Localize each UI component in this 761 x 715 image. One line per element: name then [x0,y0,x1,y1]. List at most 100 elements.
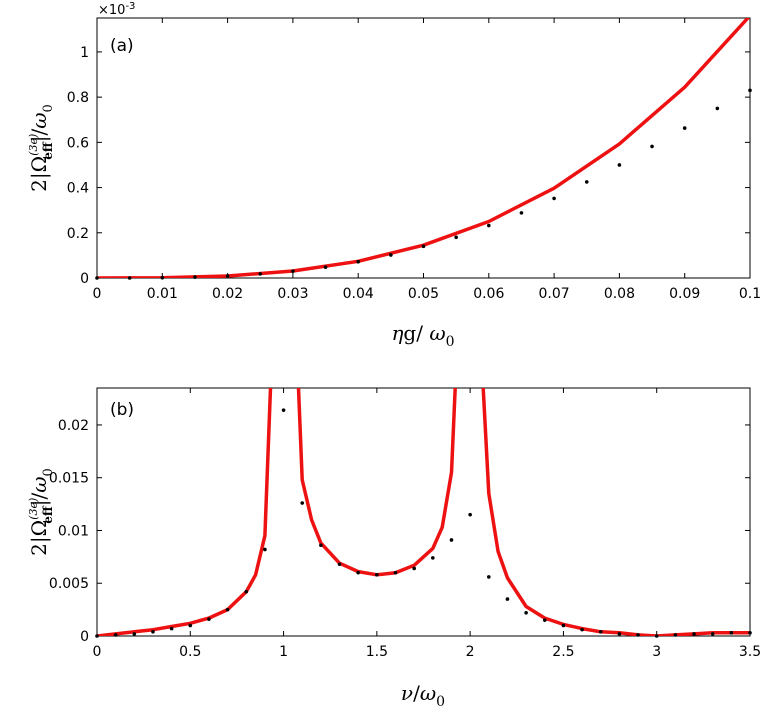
panel-b-data-point [132,632,137,636]
panel-a-data-point [356,259,361,264]
panel-b-data-point [113,633,118,637]
panel-a-data-point [193,275,197,279]
panel-b-data-point [207,617,211,621]
panel-b-data-point [580,627,584,632]
panel-a-data-point [682,126,687,130]
panel-a-x-tick-label: 0.1 [739,286,761,302]
panel-a-data-point [323,265,328,269]
panel-a-x-tick-label: 0.03 [277,286,308,302]
panel-a-x-tick-label: 0.05 [408,286,439,302]
panel-b-data-point [561,623,566,628]
panel-b-data-point [188,623,193,628]
panel-a-series [95,18,752,280]
panel-a-data-point [95,276,99,280]
panel-a-data-point [389,253,393,257]
panel-b-y-tick-label: 0.01 [58,523,89,539]
panel-b-data-point [449,538,454,542]
panel-b-series [95,388,752,638]
panel-b-x-tick-label: 2 [466,644,475,660]
panel-b-plot-area [96,387,751,637]
panel-a-y-axis-label: 2|Ω(3e)eff|/ω0 [27,104,56,192]
panel-b-data-point [692,632,696,636]
panel-b-x-tick-label: 0.5 [179,644,201,660]
panel-a-y-tick-label: 0 [80,271,89,287]
panel-b-y-tick-label: 0 [80,629,89,645]
panel-b-data-point [598,629,603,634]
panel-a-x-tick-label: 0.06 [473,286,504,302]
panel-b-x-tick-label: 1.5 [366,644,388,660]
panel-a-data-point [748,88,752,93]
panel-a-x-tick-label: 0.09 [669,286,700,302]
panel-a-y-tick-label: 1 [80,45,89,61]
panel-b-data-point [487,575,491,579]
panel-a-data-point [258,272,263,276]
panel-a-x-tick-label: 0.01 [147,286,178,302]
panel-a: (a) ×10-3 0 0.01 0.02 0.03 0.04 0.05 0.06 0.07 0… [27,1,761,350]
panel-b-data-point [636,633,640,637]
panel-a-data-point [487,223,491,228]
panel-b-data-point [729,631,734,635]
panel-b-curve [97,388,273,636]
panel-b-label: (b) [110,400,134,420]
panel-b-data-point [617,632,622,636]
panel-a-y-tick-label: 0.6 [67,135,89,151]
panel-b-data-point [151,629,155,634]
panel-a-x-tick-label: 0.02 [212,286,243,302]
panel-b-data-point [524,610,528,615]
panel-a-y-exponent: ×10-3 [98,1,135,18]
panel-b-data-point [300,501,305,505]
panel-b: (b) 0 0.5 1 1.5 2 2.5 3 3.500.0050.010.0150.02 … [27,387,761,710]
panel-a-x-tick-label: 0.07 [539,286,570,302]
panel-b-x-tick-label: 3.5 [739,644,761,660]
panel-b-data-point [281,408,286,412]
panel-b-data-point [393,570,398,575]
panel-a-data-point [584,180,589,184]
panel-b-data-point [673,633,678,637]
panel-b-x-tick-label: 0 [93,644,102,660]
panel-a-data-point [421,244,426,249]
panel-a-x-axis-label: ηg/ ω0 [391,321,454,350]
panel-b-data-point [263,547,267,552]
panel-b-data-point [375,572,379,577]
panel-a-label: (a) [110,36,134,56]
panel-a-ticks: 0 0.01 0.02 0.03 0.04 0.05 0.06 0.07 0.08 0.09 0.1… [67,18,761,302]
panel-b-x-tick-label: 2.5 [552,644,574,660]
panel-a-data-point [617,163,622,167]
panel-b-data-point [169,626,174,631]
panel-b-x-tick-label: 1 [279,644,288,660]
panel-a-data-point [552,196,556,201]
panel-a-plot-area [96,17,751,279]
panel-b-y-tick-label: 0.015 [49,471,89,487]
panel-b-data-point [412,566,416,571]
panel-a-data-point [127,276,132,280]
panel-a-y-tick-label: 0.2 [67,226,89,242]
panel-b-x-axis-label: ν/ω0 [401,681,445,710]
panel-a-x-tick-label: 0.08 [604,286,635,302]
panel-a-y-tick-label: 0.8 [67,90,89,106]
panel-b-data-point [225,607,230,612]
panel-b-data-point [468,512,472,517]
panel-b-data-point [356,570,361,575]
panel-b-y-tick-label: 0.02 [58,418,89,434]
panel-a-data-point [715,106,720,111]
panel-b-data-point [319,543,323,548]
panel-a-y-tick-label: 0.4 [67,181,89,197]
panel-b-data-point [748,631,752,635]
panel-a-x-tick-label: 0.04 [343,286,374,302]
panel-a-data-point [519,211,524,215]
panel-a-x-tick-label: 0 [93,286,102,302]
panel-b-data-point [95,634,99,638]
panel-b-data-point [244,589,249,594]
panel-b-data-point [654,634,659,638]
panel-b-data-point [431,556,435,560]
panel-b-data-point [710,632,715,636]
panel-a-data-point [650,144,654,149]
svg-text:2|Ω(3e)eff|/ω0: 2|Ω(3e)eff|/ω0 [27,104,56,192]
panel-a-data-point [160,275,165,280]
panel-b-data-point [542,618,547,622]
panel-b-x-tick-label: 3 [652,644,661,660]
panel-a-data-point [225,274,230,278]
panel-b-data-point [505,597,510,601]
panel-b-y-tick-label: 0.005 [49,576,89,592]
